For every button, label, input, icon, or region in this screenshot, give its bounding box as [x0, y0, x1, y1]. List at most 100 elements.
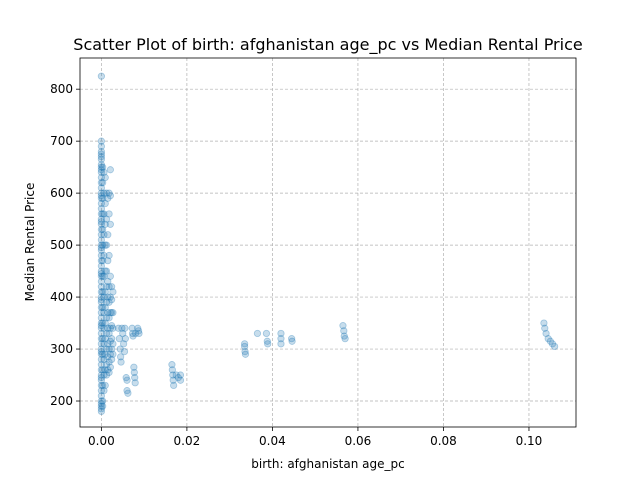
data-point [97, 324, 105, 332]
data-point [97, 272, 105, 280]
data-point [97, 225, 105, 234]
y-tick-label: 200 [50, 394, 73, 408]
data-point [241, 350, 250, 358]
data-point [104, 277, 112, 286]
data-point [340, 332, 348, 340]
data-point [102, 215, 111, 223]
data-point [97, 244, 105, 252]
data-point [131, 374, 139, 382]
data-point [168, 366, 176, 374]
data-point [97, 309, 105, 317]
data-point [124, 389, 132, 397]
data-point [97, 402, 105, 410]
data-point [99, 210, 107, 218]
grid [80, 58, 576, 427]
data-point [101, 199, 109, 208]
data-point [340, 327, 348, 335]
data-point [104, 353, 112, 361]
data-point [105, 189, 113, 197]
data-point [169, 371, 177, 379]
data-point [97, 210, 105, 218]
y-axis-ticks: 200 300 400 500 600 700 800 [50, 82, 80, 408]
x-tick-label: 0.10 [516, 434, 543, 448]
data-point [102, 329, 111, 338]
data-point [288, 335, 296, 343]
data-point [121, 335, 129, 343]
data-point [264, 340, 272, 348]
data-point [100, 309, 108, 317]
data-point [131, 329, 140, 338]
data-point [97, 215, 105, 223]
y-tick-label: 700 [50, 134, 73, 148]
data-point [106, 337, 114, 345]
data-point [170, 381, 178, 390]
data-point [97, 231, 105, 239]
data-point [176, 371, 185, 379]
data-point [97, 160, 105, 169]
data-point [106, 350, 114, 358]
data-point [99, 381, 107, 390]
data-point [104, 340, 112, 348]
data-point [99, 272, 107, 280]
data-point [97, 142, 105, 150]
data-point [109, 324, 117, 332]
data-point [122, 374, 130, 382]
data-point [119, 329, 127, 338]
data-point [106, 166, 114, 174]
data-point [97, 246, 105, 254]
data-point [100, 387, 108, 395]
data-point [97, 400, 105, 408]
data-point [118, 324, 126, 332]
data-point [104, 231, 112, 239]
data-point [106, 363, 114, 371]
data-point [116, 345, 124, 353]
data-point [97, 345, 105, 353]
data-point [115, 335, 123, 343]
data-point [101, 288, 109, 296]
data-point [277, 335, 285, 343]
data-point [97, 371, 105, 379]
data-point [241, 342, 249, 351]
data-point [120, 340, 128, 348]
data-point [97, 220, 105, 228]
data-point [97, 184, 105, 192]
data-point [134, 324, 142, 332]
data-point [97, 405, 105, 413]
data-point [101, 319, 109, 327]
x-tick-label: 0.02 [174, 434, 201, 448]
data-point [123, 376, 131, 384]
data-point [100, 355, 108, 364]
data-point [101, 366, 109, 374]
data-point [551, 342, 559, 351]
data-point [102, 314, 111, 322]
data-point [100, 189, 108, 197]
data-point [541, 324, 549, 332]
data-point [106, 324, 114, 332]
data-point [277, 340, 285, 348]
data-point [548, 340, 557, 348]
data-point [97, 241, 105, 249]
data-point [277, 329, 285, 338]
data-point [121, 324, 129, 332]
data-point [99, 225, 107, 234]
data-point [97, 314, 105, 322]
data-point [99, 303, 107, 312]
data-point [546, 337, 554, 345]
data-point [544, 335, 552, 343]
data-point [101, 220, 109, 228]
data-point [97, 218, 105, 226]
data-point [97, 155, 105, 163]
data-point [262, 329, 271, 338]
data-point [99, 319, 107, 327]
data-point [97, 270, 105, 278]
data-point [100, 340, 108, 348]
data-point [106, 309, 114, 317]
data-point [128, 329, 137, 338]
x-axis-label: birth: afghanistan age_pc [251, 457, 404, 471]
data-point [97, 277, 105, 286]
data-point [97, 236, 105, 244]
x-tick-label: 0.08 [430, 434, 457, 448]
data-point [108, 283, 116, 291]
data-point [105, 251, 113, 260]
